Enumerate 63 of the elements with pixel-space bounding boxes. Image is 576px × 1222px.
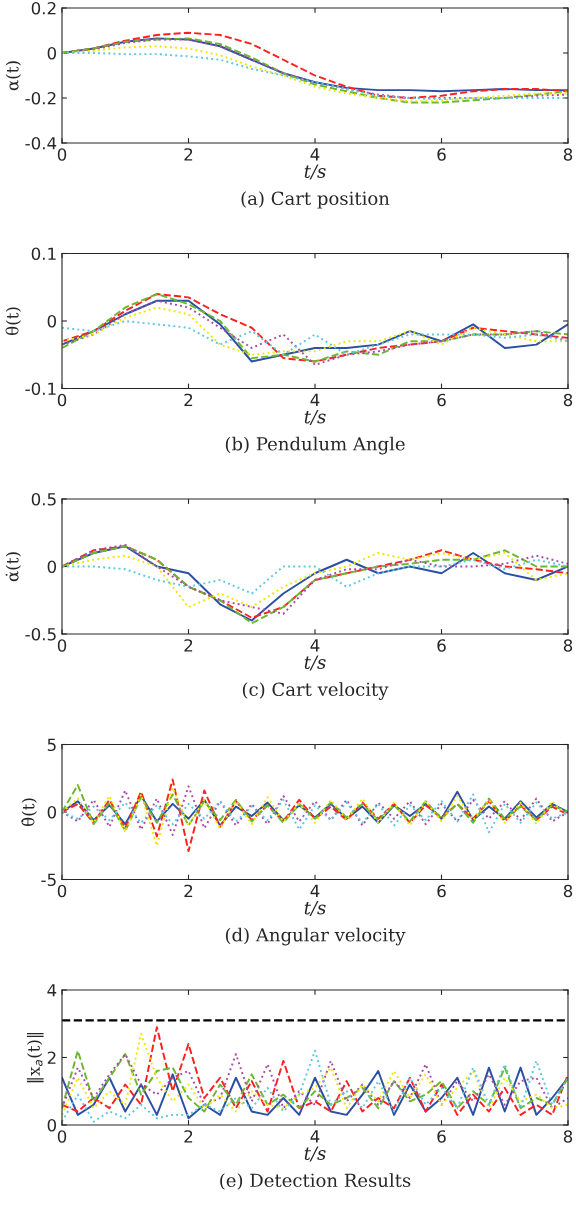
line-series — [62, 778, 568, 853]
x-tick-label: 0 — [57, 884, 67, 898]
y-axis-title: α̇(t) — [5, 552, 21, 582]
x-tick-label: 4 — [310, 1130, 320, 1143]
x-axis-title: t/s — [304, 164, 326, 180]
x-tick-label: 6 — [437, 1130, 446, 1143]
line-series — [62, 790, 568, 827]
x-axis-title: t/s — [304, 655, 326, 671]
x-tick-label: 4 — [310, 393, 320, 407]
line-series — [62, 786, 568, 847]
y-axis-title: α(t) — [5, 61, 21, 91]
x-axis-title: t/s — [304, 901, 326, 916]
x-tick-label: 2 — [184, 639, 193, 652]
x-tick-label: 2 — [184, 1130, 193, 1143]
x-tick-label: 8 — [563, 1130, 573, 1143]
x-tick-label: 8 — [563, 148, 573, 161]
text: (e) Detection Results — [220, 1173, 411, 1190]
x-tick-label: 0 — [57, 148, 67, 161]
y-tick-label: 0 — [47, 560, 57, 574]
x-tick-label: 6 — [437, 639, 446, 652]
y-tick-label: 0.5 — [31, 492, 56, 506]
x-tick-label: 6 — [437, 884, 446, 898]
y-tick-label: -0.5 — [25, 627, 56, 641]
x-tick-label: 0 — [57, 393, 67, 407]
x-tick-label: 4 — [310, 884, 320, 898]
y-tick-label: -0.4 — [25, 136, 57, 150]
x-tick-label: 0 — [57, 1130, 67, 1143]
text: (d) Angular velocity — [225, 927, 406, 946]
y-tick-label: -5 — [41, 873, 56, 887]
x-tick-label: 4 — [310, 148, 320, 161]
y-tick-label: -0.2 — [25, 91, 56, 105]
y-tick-label: 0.1 — [31, 247, 56, 261]
text: (a) Cart position — [241, 191, 390, 209]
x-tick-label: 8 — [563, 884, 573, 898]
y-tick-label: 5 — [47, 738, 56, 752]
x-tick-label: 4 — [310, 639, 320, 652]
text: (c) Cart velocity — [242, 682, 389, 700]
x-tick-label: 8 — [563, 639, 573, 652]
x-tick-label: 6 — [437, 393, 446, 407]
y-axis-title: ‖x$_{a}$(t)‖ — [26, 1032, 44, 1083]
line-series — [62, 793, 568, 834]
y-tick-label: 2 — [47, 1051, 56, 1064]
y-tick-label: 0 — [47, 805, 57, 819]
y-tick-label: 0 — [47, 314, 57, 328]
y-axis-title: θ(t) — [5, 307, 21, 336]
y-tick-label: 0 — [47, 1118, 57, 1132]
line-series — [62, 552, 568, 608]
x-tick-label: 2 — [184, 393, 193, 407]
y-tick-label: 0.2 — [31, 1, 56, 15]
x-tick-label: 2 — [184, 884, 193, 898]
x-tick-label: 8 — [563, 393, 573, 407]
x-tick-label: 0 — [57, 639, 67, 652]
x-tick-label: 2 — [184, 148, 193, 161]
x-tick-label: 6 — [437, 148, 446, 161]
y-tick-label: 4 — [47, 984, 57, 997]
line-series — [62, 320, 568, 356]
y-tick-label: -0.1 — [25, 382, 56, 396]
x-axis-title: t/s — [304, 1146, 326, 1162]
y-axis-title: θ̇(t) — [21, 798, 37, 827]
x-axis-title: t/s — [304, 410, 326, 425]
line-series — [62, 558, 568, 595]
text: (b) Pendulum Angle — [225, 436, 405, 455]
y-tick-label: 0 — [47, 46, 57, 60]
